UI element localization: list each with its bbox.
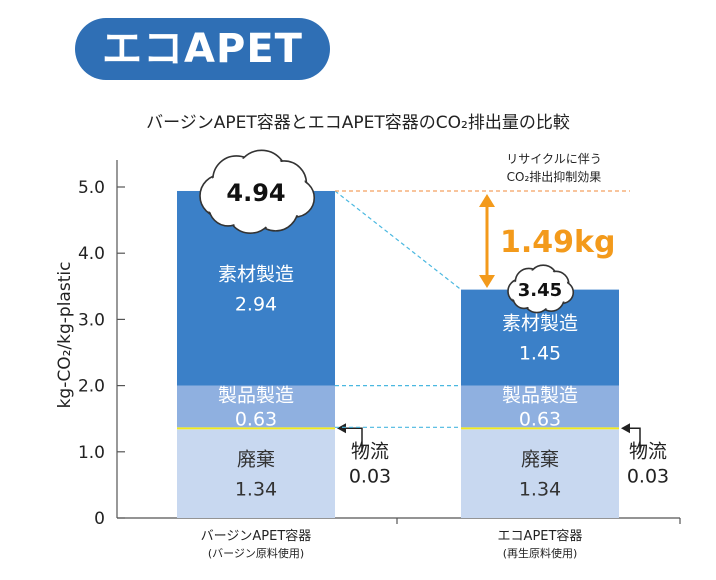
series-name-1-1: 物流 (629, 440, 667, 462)
total-label-1: 3.45 (518, 280, 562, 301)
y-tick-label-1: 1.0 (78, 443, 105, 463)
data-label-1-0: 1.34 (519, 479, 561, 501)
category-sublabel-0: (バージン原料使用) (208, 546, 304, 560)
data-label-1-3: 1.45 (519, 343, 561, 365)
connector-total (334, 190, 462, 291)
y-axis-label: kg-CO₂/kg-plastic (55, 262, 75, 409)
bar-segment-1-2 (461, 385, 619, 428)
bar-segment-0-0 (177, 429, 335, 518)
series-name-0-3: 素材製造 (218, 263, 294, 285)
bar-segment-0-2 (177, 385, 335, 428)
series-name-1-0: 廃棄 (521, 449, 559, 471)
y-tick-label-4: 4.0 (78, 244, 105, 264)
reduction-arrowhead-top (479, 194, 495, 207)
data-label-0-2: 0.63 (235, 408, 277, 430)
data-label-0-3: 2.94 (235, 293, 277, 315)
y-tick-label-2: 2.0 (78, 377, 105, 397)
bar-segment-1-1 (461, 427, 619, 430)
badge-label: エコAPET (102, 26, 303, 72)
data-label-0-0: 1.34 (235, 479, 277, 501)
eco-apet-badge: エコAPET (75, 18, 330, 80)
category-label-1: エコAPET容器 (498, 528, 583, 544)
total-cloud-1 (507, 264, 575, 314)
category-sublabel-1: (再生原料使用) (503, 546, 578, 560)
logistics-arrowhead-0 (337, 423, 346, 434)
bar-segment-1-0 (461, 429, 619, 518)
logistics-arrowhead-1 (621, 423, 630, 434)
reduction-arrowhead-bottom (479, 275, 495, 288)
y-tick-label-0: 0 (94, 509, 105, 529)
reduction-caption-1: リサイクルに伴う (506, 152, 601, 166)
series-name-0-0: 廃棄 (237, 449, 275, 471)
data-label-0-1: 0.03 (349, 465, 391, 487)
chart-title: バージンAPET容器とエコAPET容器のCO₂排出量の比較 (146, 113, 570, 133)
series-name-1-2: 製品製造 (502, 384, 578, 406)
category-label-0: バージンAPET容器 (201, 528, 312, 544)
y-tick-label-3: 3.0 (78, 310, 105, 330)
data-label-1-1: 0.03 (627, 465, 669, 487)
y-tick-label-5: 5.0 (78, 178, 105, 198)
total-cloud-0 (199, 149, 316, 234)
data-label-1-2: 0.63 (519, 408, 561, 430)
series-name-0-1: 物流 (351, 440, 389, 462)
bar-segment-0-1 (177, 427, 335, 430)
logistics-arrow-0 (339, 427, 363, 453)
reduction-value: 1.49kg (500, 225, 615, 260)
reduction-caption-2: CO₂排出抑制効果 (507, 169, 602, 184)
series-name-1-3: 素材製造 (502, 313, 578, 335)
series-name-0-2: 製品製造 (218, 384, 294, 406)
total-label-0: 4.94 (226, 179, 285, 207)
